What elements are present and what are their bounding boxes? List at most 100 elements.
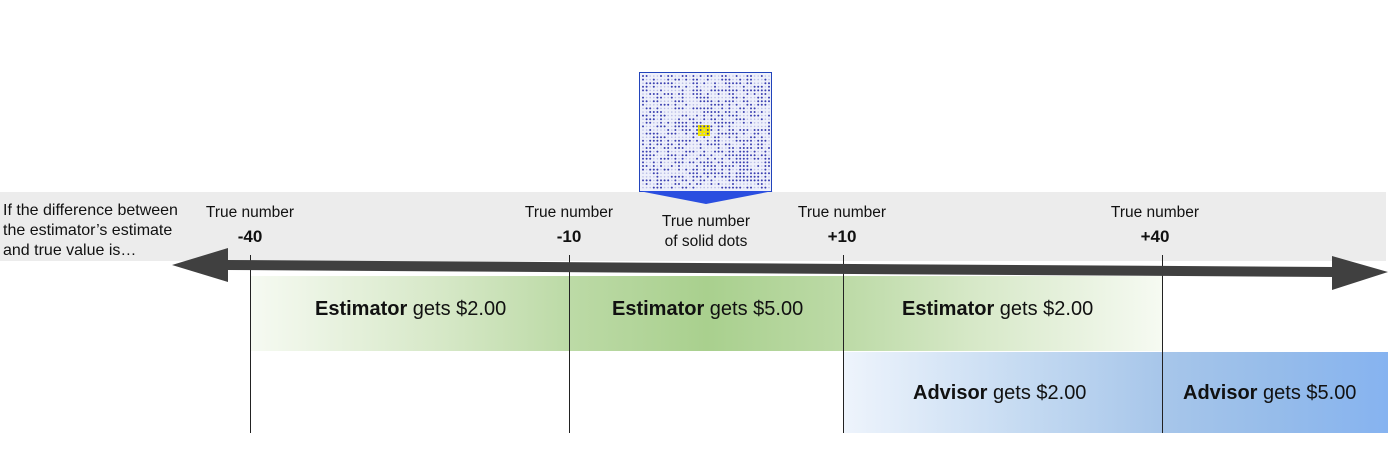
solid-dot xyxy=(656,111,659,113)
solid-dot xyxy=(696,78,698,81)
solid-dot xyxy=(728,121,731,124)
solid-dot xyxy=(764,172,767,175)
solid-dot xyxy=(681,147,684,149)
solid-dot xyxy=(742,85,745,88)
hollow-dot xyxy=(667,136,669,138)
solid-dot xyxy=(645,75,648,77)
hollow-dot xyxy=(703,104,705,106)
solid-dot xyxy=(750,175,752,178)
solid-dot xyxy=(739,139,742,142)
hollow-dot xyxy=(761,82,763,84)
hollow-dot xyxy=(681,150,684,153)
hollow-dot xyxy=(645,161,648,164)
hollow-dot xyxy=(656,147,659,149)
solid-dot xyxy=(681,107,684,110)
hollow-dot xyxy=(710,140,713,142)
solid-dot xyxy=(652,172,655,175)
solid-dot xyxy=(728,157,731,160)
hollow-dot xyxy=(663,154,666,156)
hollow-dot xyxy=(667,172,669,174)
solid-dot xyxy=(735,114,738,117)
solid-dot xyxy=(757,179,760,182)
hollow-dot xyxy=(761,132,763,135)
hollow-dot xyxy=(689,147,691,149)
hollow-dot xyxy=(678,89,680,92)
hollow-dot xyxy=(757,82,759,84)
hollow-dot xyxy=(689,93,691,95)
center-caption-line2: of solid dots xyxy=(664,233,748,250)
hollow-dot xyxy=(685,136,687,138)
solid-dot xyxy=(746,103,749,106)
solid-dot xyxy=(649,129,652,131)
solid-dot xyxy=(717,136,720,139)
solid-dot xyxy=(663,103,666,106)
solid-dot xyxy=(645,107,648,110)
solid-dot xyxy=(760,147,763,149)
hollow-dot xyxy=(714,93,716,95)
solid-dot xyxy=(742,100,745,103)
hollow-dot xyxy=(678,104,680,106)
solid-dot xyxy=(678,125,680,128)
hollow-dot xyxy=(685,158,687,160)
solid-dot xyxy=(717,121,720,124)
solid-dot xyxy=(728,147,731,149)
solid-dot xyxy=(717,183,720,185)
solid-dot xyxy=(642,161,644,164)
hollow-dot xyxy=(707,179,709,182)
hollow-dot xyxy=(660,86,662,88)
hollow-dot xyxy=(703,158,705,160)
tick-line-plus40 xyxy=(1162,255,1163,433)
solid-dot xyxy=(753,157,756,160)
hollow-dot xyxy=(645,93,648,95)
solid-dot xyxy=(710,161,713,164)
hollow-dot xyxy=(743,75,745,77)
solid-dot xyxy=(735,154,738,157)
tick-value-minus40: -40 xyxy=(237,227,263,246)
hollow-dot xyxy=(678,158,680,160)
hollow-dot xyxy=(649,78,651,81)
hollow-dot xyxy=(689,78,691,81)
solid-dot xyxy=(750,154,752,157)
solid-dot xyxy=(764,82,767,85)
hollow-dot xyxy=(707,118,709,120)
solid-dot xyxy=(714,103,716,106)
hollow-dot xyxy=(653,107,655,110)
solid-dot xyxy=(667,150,670,153)
solid-dot xyxy=(649,139,652,142)
hollow-dot xyxy=(663,118,666,120)
solid-dot xyxy=(721,89,724,92)
solid-dot xyxy=(696,175,698,178)
solid-dot xyxy=(678,175,680,178)
solid-dot xyxy=(642,154,644,157)
hollow-dot xyxy=(707,183,709,185)
hollow-dot xyxy=(674,114,677,117)
hollow-dot xyxy=(753,100,756,102)
advisor-zone-left xyxy=(843,352,1162,433)
hollow-dot xyxy=(689,100,691,102)
solid-dot xyxy=(670,154,673,157)
solid-dot xyxy=(706,111,709,113)
hollow-dot xyxy=(735,165,738,167)
solid-dot xyxy=(753,172,756,175)
hollow-dot xyxy=(703,75,705,77)
hollow-dot xyxy=(753,161,756,164)
solid-dot xyxy=(728,114,731,117)
hollow-dot xyxy=(714,132,716,135)
hollow-dot xyxy=(735,78,738,81)
tick-value-plus40: +40 xyxy=(1140,227,1170,246)
solid-dot xyxy=(688,129,691,131)
solid-dot xyxy=(699,75,702,77)
hollow-dot xyxy=(725,140,727,142)
advisor-payoff-left: Advisor gets $2.00 xyxy=(913,381,1086,405)
solid-dot xyxy=(652,85,655,88)
solid-dot xyxy=(699,129,702,131)
solid-dot xyxy=(667,154,670,157)
solid-dot xyxy=(746,75,749,77)
solid-dot xyxy=(663,147,666,149)
hollow-dot xyxy=(768,75,770,77)
hollow-dot xyxy=(739,104,741,106)
solid-dot xyxy=(746,168,749,171)
solid-dot xyxy=(703,107,706,110)
solid-dot xyxy=(667,75,670,77)
hollow-dot xyxy=(667,89,669,92)
